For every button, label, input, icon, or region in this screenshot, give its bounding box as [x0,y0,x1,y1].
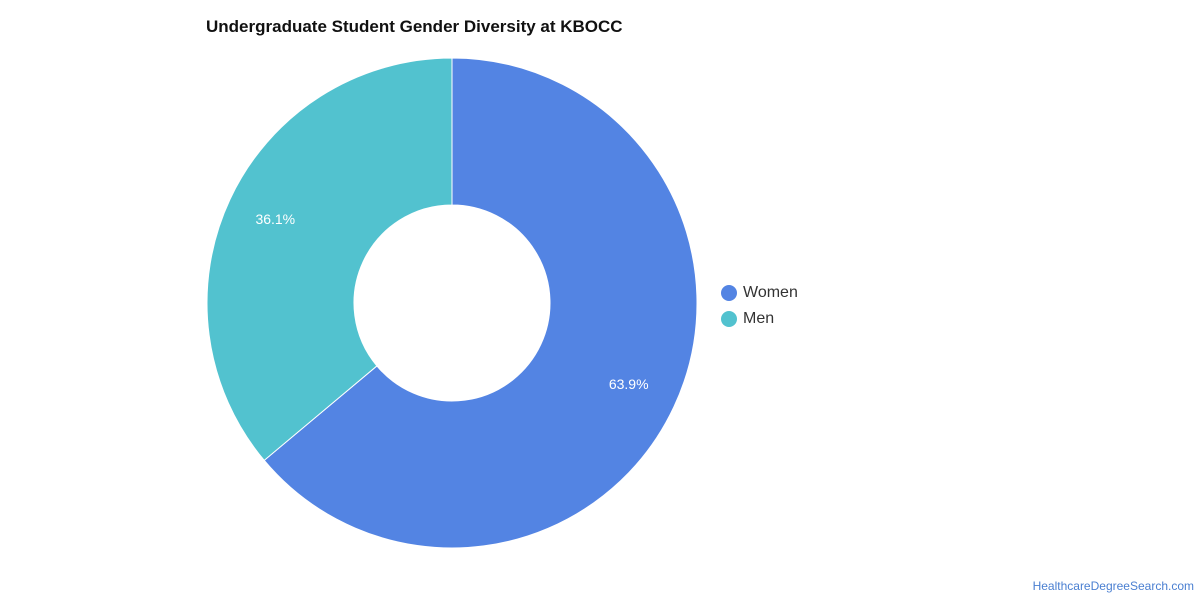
legend-swatch-women [721,285,737,301]
legend-swatch-men [721,311,737,327]
legend-item-women[interactable]: Women [721,280,798,306]
legend-item-men[interactable]: Men [721,306,798,332]
slice-label-women: 63.9% [609,376,649,392]
legend-label-women: Women [743,284,798,301]
legend: Women Men [721,280,798,332]
chart-title: Undergraduate Student Gender Diversity a… [206,17,623,36]
source-credit[interactable]: HealthcareDegreeSearch.com [1032,579,1194,593]
slice-men[interactable] [206,57,453,462]
legend-label-men: Men [743,310,775,327]
slice-women[interactable] [263,57,698,549]
slice-label-men: 36.1% [255,211,295,227]
